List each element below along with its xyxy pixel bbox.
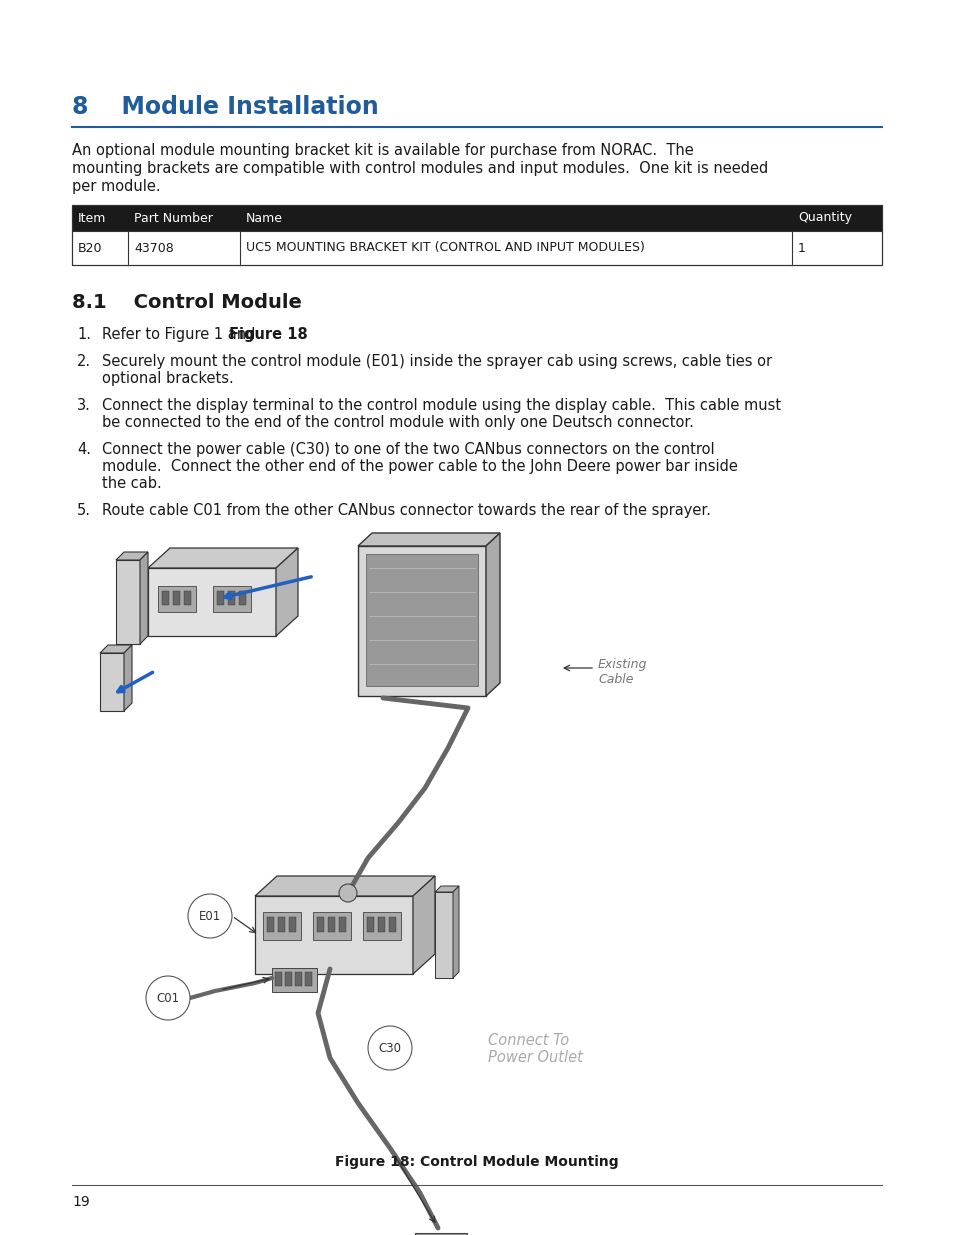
Text: Route cable C01 from the other CANbus connector towards the rear of the sprayer.: Route cable C01 from the other CANbus co… [102, 503, 710, 517]
Text: An optional module mounting bracket kit is available for purchase from NORAC.  T: An optional module mounting bracket kit … [71, 143, 693, 158]
Text: Connect the power cable (C30) to one of the two CANbus connectors on the control: Connect the power cable (C30) to one of … [102, 442, 714, 457]
Bar [377, 918, 385, 932]
Circle shape [338, 884, 356, 902]
Bar [366, 555, 477, 685]
Bar [254, 897, 413, 974]
Text: 8    Module Installation: 8 Module Installation [71, 95, 378, 119]
Bar [184, 592, 191, 605]
Bar [116, 559, 140, 643]
Text: 1.: 1. [77, 327, 91, 342]
Polygon shape [254, 876, 435, 897]
Bar [367, 918, 374, 932]
Polygon shape [100, 645, 132, 653]
Polygon shape [435, 885, 458, 892]
Text: optional brackets.: optional brackets. [102, 370, 233, 387]
Text: Part Number: Part Number [133, 211, 213, 225]
Bar [305, 972, 312, 986]
Text: Name: Name [246, 211, 283, 225]
Text: Quantity: Quantity [797, 211, 851, 225]
Polygon shape [140, 552, 148, 643]
Polygon shape [148, 548, 297, 568]
Bar [172, 592, 180, 605]
Bar [213, 585, 251, 613]
Text: Refer to Figure 1 and: Refer to Figure 1 and [102, 327, 260, 342]
Text: per module.: per module. [71, 179, 160, 194]
Circle shape [188, 894, 232, 939]
Text: B20: B20 [78, 242, 102, 254]
Bar [289, 918, 295, 932]
Bar [357, 546, 485, 697]
Bar [162, 592, 169, 605]
Text: module.  Connect the other end of the power cable to the John Deere power bar in: module. Connect the other end of the pow… [102, 459, 737, 474]
Text: 1: 1 [797, 242, 805, 254]
Text: Securely mount the control module (E01) inside the sprayer cab using screws, cab: Securely mount the control module (E01) … [102, 354, 771, 369]
Bar [328, 918, 335, 932]
Text: Existing
Cable: Existing Cable [598, 658, 647, 685]
Bar [71, 231, 882, 266]
Bar [263, 911, 301, 940]
Bar [435, 892, 453, 978]
Text: Figure 18: Control Module Mounting: Figure 18: Control Module Mounting [335, 1155, 618, 1170]
Bar [71, 205, 882, 231]
Polygon shape [116, 552, 148, 559]
Text: 8.1    Control Module: 8.1 Control Module [71, 293, 301, 312]
Text: E01: E01 [198, 909, 221, 923]
Bar [294, 972, 302, 986]
Bar [100, 653, 124, 711]
Bar [285, 972, 292, 986]
Bar [267, 918, 274, 932]
Polygon shape [357, 534, 499, 546]
Text: 5.: 5. [77, 503, 91, 517]
Bar [389, 918, 395, 932]
Text: be connected to the end of the control module with only one Deutsch connector.: be connected to the end of the control m… [102, 415, 693, 430]
Bar [216, 592, 224, 605]
Text: Figure 18: Figure 18 [229, 327, 308, 342]
Text: Connect the display terminal to the control module using the display cable.  Thi: Connect the display terminal to the cont… [102, 398, 781, 412]
Bar [316, 918, 324, 932]
Bar [228, 592, 234, 605]
Text: C01: C01 [156, 992, 179, 1004]
Bar [158, 585, 195, 613]
Text: 43708: 43708 [133, 242, 173, 254]
Bar [71, 205, 882, 266]
Text: 4.: 4. [77, 442, 91, 457]
Text: mounting brackets are compatible with control modules and input modules.  One ki: mounting brackets are compatible with co… [71, 161, 767, 177]
Polygon shape [485, 534, 499, 697]
Polygon shape [275, 548, 297, 636]
Bar [277, 918, 285, 932]
Bar [239, 592, 246, 605]
Bar [338, 918, 346, 932]
Bar [274, 972, 282, 986]
Text: 19: 19 [71, 1195, 90, 1209]
Bar [148, 568, 275, 636]
Text: C30: C30 [378, 1041, 401, 1055]
Bar [363, 911, 400, 940]
Text: 3.: 3. [77, 398, 91, 412]
Circle shape [146, 976, 190, 1020]
Text: UC5 MOUNTING BRACKET KIT (CONTROL AND INPUT MODULES): UC5 MOUNTING BRACKET KIT (CONTROL AND IN… [246, 242, 644, 254]
Text: Connect To
Power Outlet: Connect To Power Outlet [488, 1032, 582, 1066]
Bar [415, 1233, 467, 1235]
Bar [313, 911, 351, 940]
Text: 2.: 2. [77, 354, 91, 369]
Polygon shape [124, 645, 132, 711]
Polygon shape [413, 876, 435, 974]
Text: .: . [288, 327, 293, 342]
Circle shape [368, 1026, 412, 1070]
Bar [272, 968, 316, 992]
Polygon shape [453, 885, 458, 978]
Text: Item: Item [78, 211, 107, 225]
Text: the cab.: the cab. [102, 475, 162, 492]
